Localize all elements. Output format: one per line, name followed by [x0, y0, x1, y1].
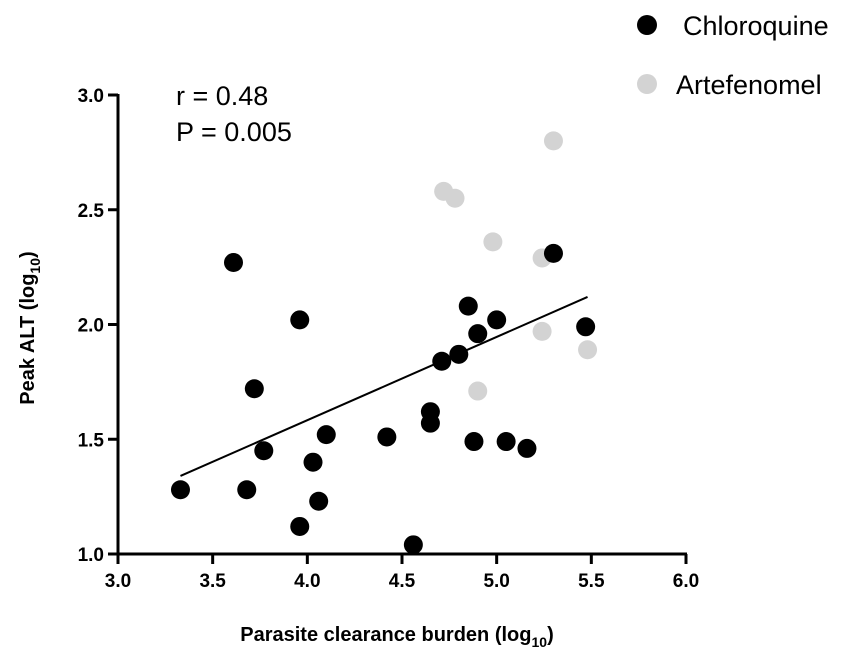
- legend-marker-chloroquine: [637, 15, 657, 35]
- y-tick-label: 3.0: [78, 86, 104, 107]
- y-ticks: 1.0 1.5 2.0 2.5 3.0: [78, 86, 118, 566]
- data-point-chloroquine: [543, 243, 563, 263]
- data-point-chloroquine: [464, 432, 484, 452]
- data-point-chloroquine: [244, 379, 264, 399]
- data-point-chloroquine: [309, 491, 329, 511]
- data-point-chloroquine: [290, 310, 310, 330]
- data-point-artefenomel: [532, 321, 552, 341]
- data-point-chloroquine: [458, 296, 478, 316]
- data-point-artefenomel: [543, 131, 563, 151]
- data-point-chloroquine: [403, 535, 423, 555]
- x-tick-label: 5.0: [483, 571, 509, 592]
- data-point-chloroquine: [316, 425, 336, 445]
- y-tick-label: 1.0: [78, 545, 104, 566]
- data-point-artefenomel: [468, 381, 488, 401]
- data-point-chloroquine: [420, 413, 440, 433]
- data-point-artefenomel: [445, 188, 465, 208]
- data-point-chloroquine: [254, 441, 274, 461]
- correlation-annotation: r = 0.48: [176, 81, 268, 111]
- legend-label-chloroquine: Chloroquine: [683, 11, 829, 41]
- data-point-chloroquine: [496, 432, 516, 452]
- y-tick-label: 2.0: [78, 316, 104, 337]
- data-point-chloroquine: [487, 310, 507, 330]
- y-axis: 1.0 1.5 2.0 2.5 3.0: [78, 86, 120, 566]
- x-tick-label: 3.0: [105, 571, 131, 592]
- data-point-chloroquine: [377, 427, 397, 447]
- x-tick-label: 5.5: [578, 571, 605, 592]
- data-point-chloroquine: [517, 438, 537, 458]
- legend: Chloroquine Artefenomel: [637, 11, 829, 100]
- p-value-annotation: P = 0.005: [176, 117, 292, 147]
- legend-marker-artefenomel: [637, 74, 657, 94]
- x-axis-title: Parasite clearance burden (log10): [240, 624, 553, 650]
- data-point-artefenomel: [483, 232, 503, 252]
- y-axis-title: Peak ALT (log10): [17, 251, 43, 404]
- legend-label-artefenomel: Artefenomel: [676, 70, 822, 100]
- data-points: [170, 131, 598, 555]
- data-point-chloroquine: [223, 253, 243, 273]
- regression-line: [180, 296, 588, 477]
- data-point-artefenomel: [578, 340, 598, 360]
- x-tick-label: 4.0: [294, 571, 320, 592]
- x-tick-label: 3.5: [199, 571, 226, 592]
- data-point-chloroquine: [468, 324, 488, 344]
- x-ticks: 3.0 3.5 4.0 4.5 5.0 5.5 6.0: [105, 554, 699, 592]
- y-tick-label: 1.5: [78, 430, 105, 451]
- x-tick-label: 6.0: [673, 571, 699, 592]
- x-tick-label: 4.5: [389, 571, 416, 592]
- data-point-chloroquine: [170, 480, 190, 500]
- x-axis: 3.0 3.5 4.0 4.5 5.0 5.5 6.0: [105, 552, 699, 592]
- data-point-chloroquine: [237, 480, 257, 500]
- data-point-chloroquine: [290, 516, 310, 536]
- data-point-chloroquine: [576, 317, 596, 337]
- y-tick-label: 2.5: [78, 201, 105, 222]
- data-point-chloroquine: [303, 452, 323, 472]
